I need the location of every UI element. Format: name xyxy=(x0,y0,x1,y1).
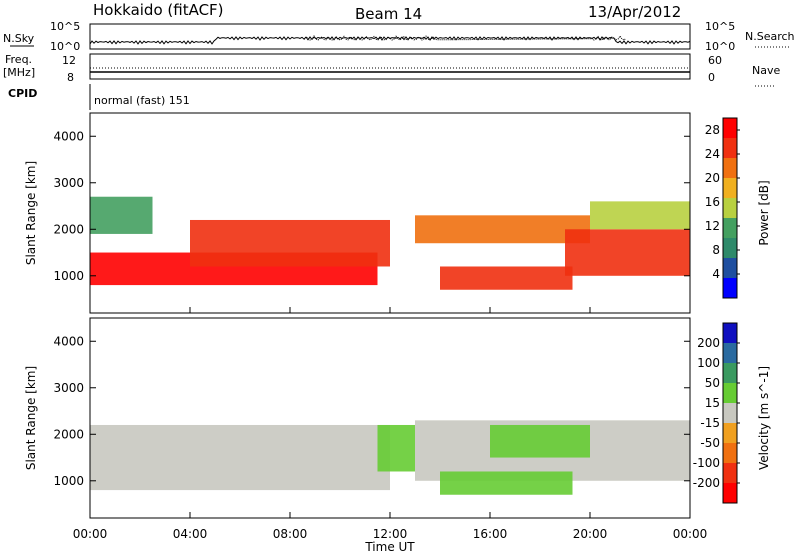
colorbar-swatch xyxy=(723,443,737,463)
velocity-yticks: 1000 2000 3000 4000 xyxy=(53,334,690,488)
nsky-right-tick-bottom: 10^0 xyxy=(705,40,735,53)
y-tick-label: 2000 xyxy=(53,427,84,441)
colorbar-tick-label: -15 xyxy=(700,416,720,430)
velocity-colorbar: 200 100 50 15 -15 -50 -100 -200 xyxy=(693,322,740,504)
x-tick-label: 00:00 xyxy=(73,527,108,541)
heatmap-cell xyxy=(590,201,690,230)
freq-label-line1: Freq. xyxy=(5,53,32,66)
colorbar-swatch xyxy=(723,483,737,503)
y-tick-label: 1000 xyxy=(53,474,84,488)
x-tick-label: 04:00 xyxy=(173,527,208,541)
colorbar-swatch xyxy=(723,238,737,258)
y-tick-label: 3000 xyxy=(53,381,84,395)
colorbar-swatch xyxy=(723,423,737,443)
colorbar-swatch xyxy=(723,323,737,343)
colorbar-swatch xyxy=(723,383,737,403)
nsky-label: N.Sky xyxy=(3,32,35,45)
colorbar-swatch xyxy=(723,463,737,483)
heatmap-cell xyxy=(190,219,390,267)
colorbar-tick-label: 24 xyxy=(705,147,720,161)
heatmap-cell xyxy=(565,229,690,276)
freq-tick-bottom: 8 xyxy=(67,71,74,84)
colorbar-swatch xyxy=(723,403,737,423)
y-tick-label: 4000 xyxy=(53,334,84,348)
heatmap-cell xyxy=(415,215,590,244)
heatmap-cell xyxy=(90,424,390,491)
heatmap-cell xyxy=(440,471,573,495)
colorbar-swatch xyxy=(723,158,737,178)
colorbar-tick-label: 4 xyxy=(712,267,720,281)
freq-panel xyxy=(89,53,691,80)
power-colorbar-label: Power [dB] xyxy=(757,180,771,245)
x-tick-label: 08:00 xyxy=(273,527,308,541)
heatmap-cell xyxy=(90,196,153,234)
colorbar-swatch xyxy=(723,343,737,363)
nsearch-label: N.Search xyxy=(745,30,795,43)
colorbar-swatch xyxy=(723,118,737,138)
heatmap-cell xyxy=(440,266,573,290)
colorbar-swatch xyxy=(723,198,737,218)
x-tick-label: 16:00 xyxy=(473,527,508,541)
velocity-colorbar-label: Velocity [m s^-1] xyxy=(757,366,771,470)
colorbar-tick-label: 50 xyxy=(705,376,720,390)
station-title: Hokkaido (fitACF) xyxy=(93,1,224,19)
power-yticks: 1000 2000 3000 4000 xyxy=(53,129,690,283)
y-tick-label: 2000 xyxy=(53,222,84,236)
colorbar-swatch xyxy=(723,363,737,383)
cpid-value: normal (fast) 151 xyxy=(94,94,190,107)
x-tick-label: 20:00 xyxy=(573,527,608,541)
colorbar-tick-label: 16 xyxy=(705,195,720,209)
y-tick-label: 3000 xyxy=(53,176,84,190)
colorbar-tick-label: -100 xyxy=(693,456,720,470)
velocity-ylabel: Slant Range [km] xyxy=(24,366,38,470)
colorbar-tick-label: 12 xyxy=(705,219,720,233)
nsky-right-tick-top: 10^5 xyxy=(705,20,735,33)
y-tick-label: 4000 xyxy=(53,129,84,143)
nsky-line xyxy=(89,36,691,46)
power-colorbar: 4 8 12 16 20 24 28 xyxy=(705,117,740,299)
date-title: 13/Apr/2012 xyxy=(588,3,681,21)
colorbar-tick-label: -200 xyxy=(693,476,720,490)
colorbar-tick-label: 28 xyxy=(705,123,720,137)
heatmap-cell xyxy=(490,424,590,458)
colorbar-tick-label: 8 xyxy=(712,243,720,257)
colorbar-frame xyxy=(722,322,738,504)
nsearch-line xyxy=(303,35,627,41)
cpid-label: CPID xyxy=(8,87,37,100)
colorbar-tick-label: -50 xyxy=(700,436,720,450)
colorbar-tick-label: 20 xyxy=(705,171,720,185)
beam-title: Beam 14 xyxy=(355,5,422,23)
nsky-trace xyxy=(89,35,691,46)
power-panel: 1000 2000 3000 4000 Slant Range [km] xyxy=(24,112,691,314)
power-ylabel: Slant Range [km] xyxy=(24,161,38,265)
heatmap-cell xyxy=(377,424,415,472)
nsky-panel xyxy=(89,23,691,50)
nsky-tick-top: 10^5 xyxy=(50,20,80,33)
colorbar-frame xyxy=(722,117,738,299)
colorbar-swatch xyxy=(723,258,737,278)
time-axis-ticks: 00:00 04:00 08:00 12:00 16:00 20:00 00:00 xyxy=(73,307,708,541)
x-tick-label: 00:00 xyxy=(673,527,708,541)
nave-tick-top: 60 xyxy=(708,54,722,67)
colorbar-swatch xyxy=(723,278,737,298)
velocity-panel: 1000 2000 3000 4000 Slant Range [km] xyxy=(24,317,691,519)
nave-label: Nave xyxy=(752,64,780,77)
y-tick-label: 1000 xyxy=(53,269,84,283)
nsky-tick-bottom: 10^0 xyxy=(50,40,80,53)
colorbar-tick-label: 200 xyxy=(697,336,720,350)
colorbar-tick-label: 15 xyxy=(705,396,720,410)
power-heatmap-cells xyxy=(90,196,690,290)
colorbar-swatch xyxy=(723,138,737,158)
time-axis-label: Time UT xyxy=(364,540,415,554)
freq-tick-top: 12 xyxy=(62,54,76,67)
x-tick-label: 12:00 xyxy=(373,527,408,541)
colorbar-tick-label: 100 xyxy=(697,356,720,370)
velocity-heatmap-cells xyxy=(90,420,690,495)
freq-label-line2: [MHz] xyxy=(3,66,35,79)
colorbar-swatch xyxy=(723,218,737,238)
colorbar-swatch xyxy=(723,178,737,198)
nave-tick-bottom: 0 xyxy=(708,71,715,84)
